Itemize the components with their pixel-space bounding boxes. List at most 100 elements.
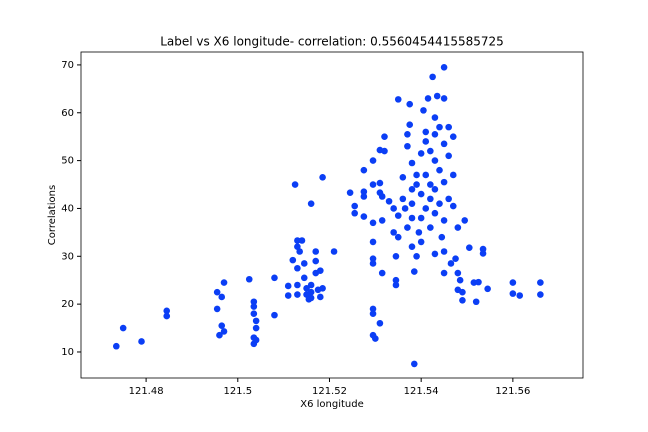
point (427, 147, 434, 155)
point (440, 140, 448, 148)
point (427, 224, 434, 231)
point (392, 276, 400, 284)
point (312, 257, 320, 265)
point (296, 248, 303, 255)
point (369, 255, 377, 262)
point (516, 292, 524, 299)
point (413, 181, 420, 188)
point (420, 107, 427, 114)
x-tick-label: 121.5 (223, 386, 252, 397)
point (303, 285, 310, 292)
point (417, 150, 425, 157)
point (271, 311, 278, 319)
point (440, 217, 448, 224)
point (294, 281, 301, 289)
point (317, 293, 324, 301)
point (298, 237, 306, 244)
x-axis-label: X6 longitude (300, 399, 364, 410)
point (394, 212, 402, 219)
point (449, 133, 457, 140)
point (381, 147, 388, 155)
point (218, 322, 226, 329)
point (284, 282, 292, 290)
point (360, 166, 368, 174)
point (360, 213, 368, 220)
point (372, 335, 379, 342)
point (294, 291, 301, 298)
point (429, 73, 436, 81)
point (138, 338, 145, 345)
point (289, 256, 297, 264)
point (431, 209, 439, 217)
point (537, 279, 544, 286)
point (406, 100, 414, 108)
point (422, 128, 430, 136)
point (319, 285, 326, 292)
point (413, 171, 420, 179)
point (392, 252, 400, 260)
point (271, 274, 278, 282)
point (307, 200, 315, 207)
point (376, 319, 384, 327)
point (291, 181, 299, 188)
point (330, 248, 338, 255)
point (459, 297, 466, 304)
point (413, 252, 420, 260)
point (466, 244, 473, 251)
point (404, 224, 411, 231)
point (509, 279, 517, 286)
point (440, 64, 448, 71)
point (445, 152, 452, 160)
point (436, 123, 443, 131)
point (250, 303, 258, 310)
point (422, 138, 430, 145)
point (394, 96, 402, 103)
point (454, 224, 462, 231)
point (250, 298, 258, 306)
point (220, 279, 228, 286)
point (369, 260, 377, 267)
point (390, 205, 397, 212)
point (300, 260, 308, 267)
point (401, 205, 409, 212)
point (424, 95, 432, 102)
point (369, 310, 377, 317)
point (385, 197, 393, 205)
point (447, 260, 455, 267)
point (369, 305, 377, 313)
point (410, 268, 418, 275)
point (399, 195, 407, 203)
point (417, 190, 425, 198)
point (369, 181, 377, 188)
point (406, 121, 414, 129)
point (220, 328, 228, 335)
point (440, 95, 448, 102)
point (294, 264, 301, 272)
point (404, 130, 411, 138)
point (436, 200, 443, 207)
point (408, 214, 416, 222)
point (392, 281, 400, 289)
point (312, 248, 320, 255)
point (252, 336, 260, 344)
point (408, 186, 416, 193)
point (369, 238, 377, 246)
point (431, 186, 439, 193)
point (250, 310, 258, 317)
point (213, 305, 221, 313)
y-tick-label: 70 (61, 60, 74, 71)
y-tick-label: 40 (61, 203, 74, 214)
point (307, 294, 315, 302)
point (440, 269, 448, 277)
point (351, 209, 358, 217)
point (431, 130, 439, 138)
point (163, 312, 171, 320)
point (433, 92, 441, 100)
y-axis-label: Correlations (47, 185, 58, 245)
x-tick-label: 121.54 (404, 386, 439, 397)
point (216, 331, 223, 339)
point (445, 123, 452, 131)
y-tick-label: 50 (61, 156, 74, 167)
x-tick-label: 121.52 (312, 386, 347, 397)
